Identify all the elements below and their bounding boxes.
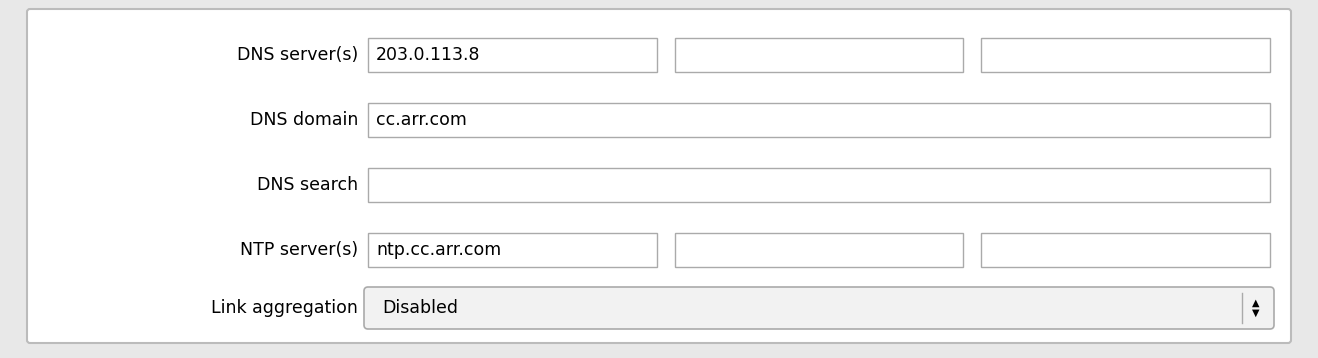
Bar (368, 103, 1271, 137)
Text: ▼: ▼ (1252, 308, 1260, 318)
Text: 203.0.113.8: 203.0.113.8 (376, 46, 481, 64)
Text: DNS domain: DNS domain (249, 111, 358, 129)
Bar (982, 38, 1271, 72)
Text: Disabled: Disabled (382, 299, 457, 317)
Bar (982, 233, 1271, 267)
Text: Link aggregation: Link aggregation (211, 299, 358, 317)
FancyBboxPatch shape (26, 9, 1292, 343)
Text: cc.arr.com: cc.arr.com (376, 111, 467, 129)
Text: NTP server(s): NTP server(s) (240, 241, 358, 259)
Text: ntp.cc.arr.com: ntp.cc.arr.com (376, 241, 501, 259)
FancyBboxPatch shape (364, 287, 1275, 329)
Text: DNS server(s): DNS server(s) (237, 46, 358, 64)
Bar (368, 168, 1271, 202)
Bar (368, 233, 656, 267)
Text: DNS search: DNS search (257, 176, 358, 194)
Text: ▲: ▲ (1252, 298, 1260, 308)
Bar (368, 38, 656, 72)
Bar (675, 38, 963, 72)
Bar (675, 233, 963, 267)
